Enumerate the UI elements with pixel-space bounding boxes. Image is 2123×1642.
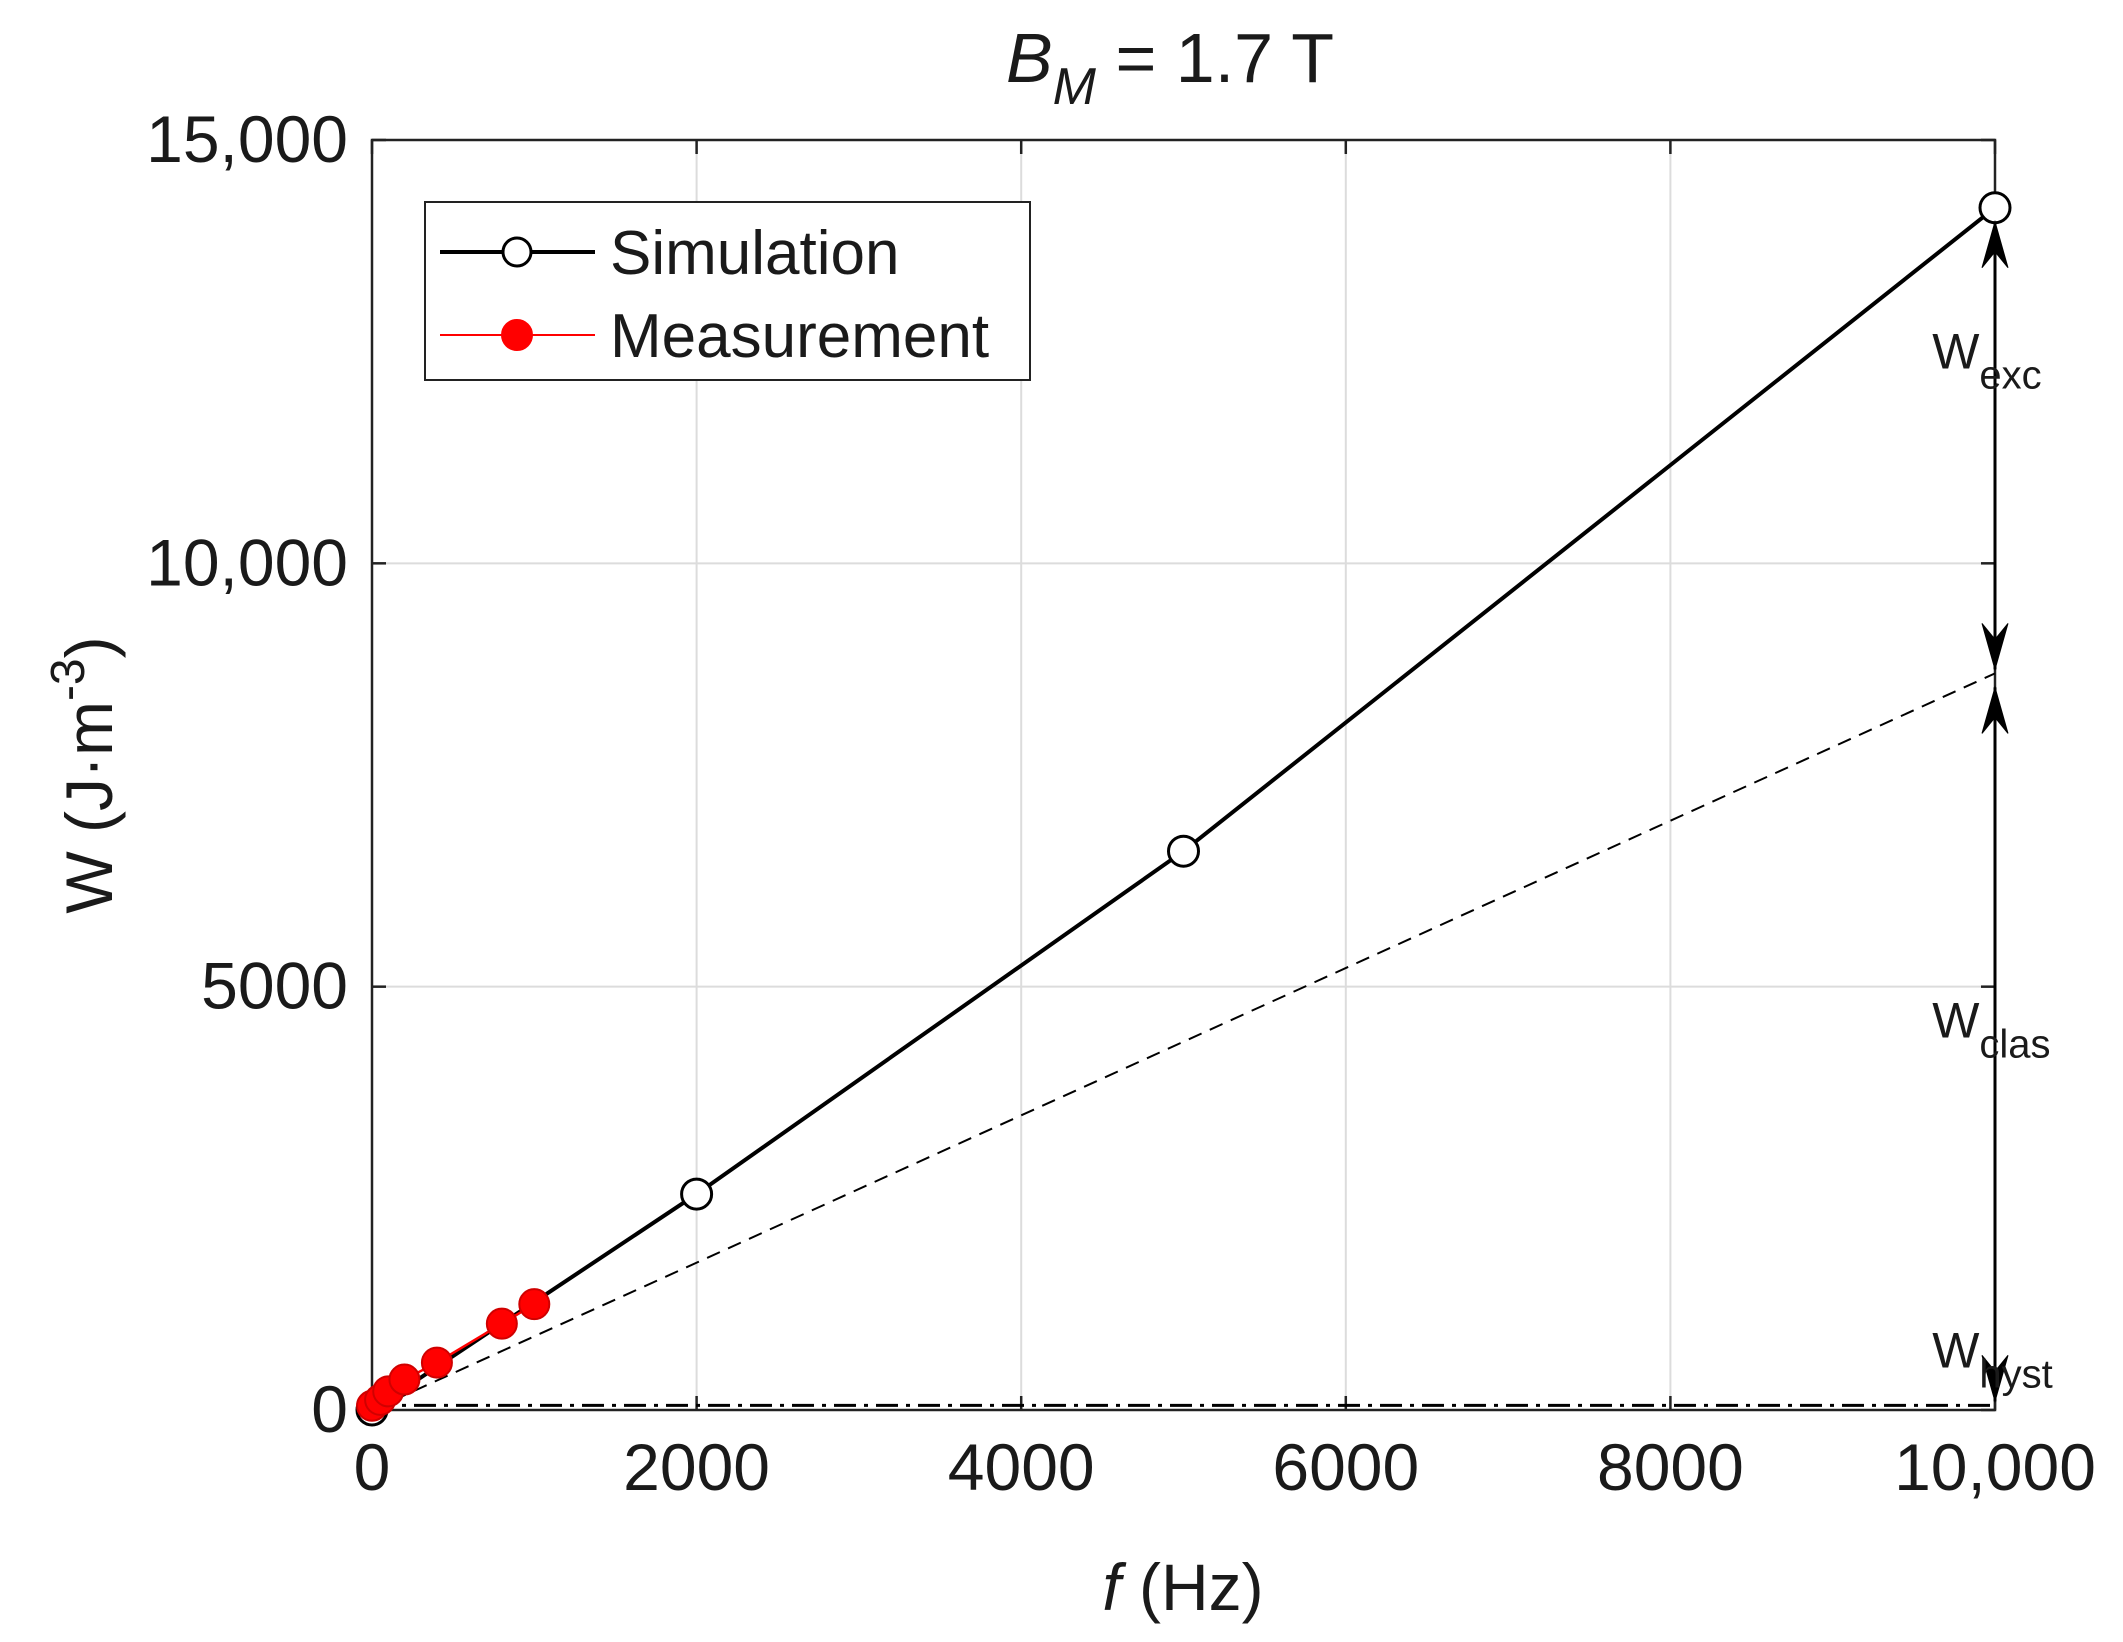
x-tick-label: 2000 (623, 1430, 770, 1504)
y-axis-label: W (J·m-3) (42, 636, 126, 913)
measurement-point (485, 1307, 518, 1340)
annotation-w-clas: Wclas (1932, 992, 2050, 1066)
y-tick-label: 5000 (201, 949, 348, 1023)
annotation-w-hyst: Whyst (1932, 1323, 2053, 1397)
classical-loss-line (371, 672, 1996, 1411)
tick-marks (370, 138, 1997, 1412)
annotation-w-exc-sub: exc (1979, 354, 2041, 398)
simulation-point (1167, 834, 1200, 868)
simulation-point (680, 1177, 714, 1211)
reference-lines (371, 672, 1996, 1411)
y-tick-label: 10,000 (146, 525, 348, 599)
simulation-series-line (370, 206, 1997, 1412)
title-suffix: = 1.7 T (1096, 19, 1334, 97)
chart-title: BM = 1.7 T (1006, 19, 1334, 116)
x-tick-label: 4000 (948, 1430, 1095, 1504)
y-tick-labels: 0 5000 10,000 15,000 (146, 102, 348, 1446)
x-axis-label-rest: (Hz) (1121, 1550, 1264, 1624)
x-tick-label: 6000 (1272, 1430, 1419, 1504)
measurement-point (420, 1346, 453, 1379)
arrow-layer (1981, 219, 2009, 1404)
annotation-w-exc: Wexc (1932, 324, 2041, 398)
title-main: B (1006, 19, 1053, 97)
measurement-point (518, 1288, 551, 1321)
x-tick-labels: 0 2000 4000 6000 8000 10,000 (354, 1430, 2096, 1504)
annotation-w-clas-sub: clas (1979, 1022, 2050, 1066)
legend-box (424, 201, 1031, 381)
x-tick-label: 8000 (1597, 1430, 1744, 1504)
y-axis-label-close: ) (52, 636, 126, 658)
arrowhead (1981, 623, 2009, 672)
arrowhead (1981, 219, 2009, 269)
series-layer (355, 191, 2012, 1427)
measurement-point (388, 1363, 421, 1396)
legend-measurement-marker (501, 319, 533, 351)
legend-simulation-marker (501, 236, 533, 268)
annotation-w-hyst-sub: hyst (1979, 1353, 2052, 1397)
arrowhead (1981, 1355, 2009, 1404)
legend-simulation-label: Simulation (610, 219, 899, 288)
arrowhead (1981, 685, 2009, 734)
title-sub: M (1053, 58, 1097, 116)
annotation-w-clas-base: W (1932, 992, 1980, 1048)
y-axis-label-main: W (J·m (52, 701, 126, 914)
legend-measurement-label: Measurement (610, 302, 989, 371)
legend: Simulation Measurement (424, 201, 1031, 381)
x-tick-label: 0 (354, 1430, 391, 1504)
x-axis-label: f (Hz) (1102, 1550, 1263, 1624)
y-axis-label-sup: -3 (42, 658, 95, 701)
annotation-w-exc-base: W (1932, 324, 1980, 380)
annotation-w-hyst-base: W (1932, 1323, 1980, 1379)
y-tick-label: 15,000 (146, 102, 348, 176)
x-tick-label: 10,000 (1894, 1430, 2096, 1504)
simulation-point (1978, 191, 2012, 225)
y-tick-label: 0 (311, 1372, 348, 1446)
